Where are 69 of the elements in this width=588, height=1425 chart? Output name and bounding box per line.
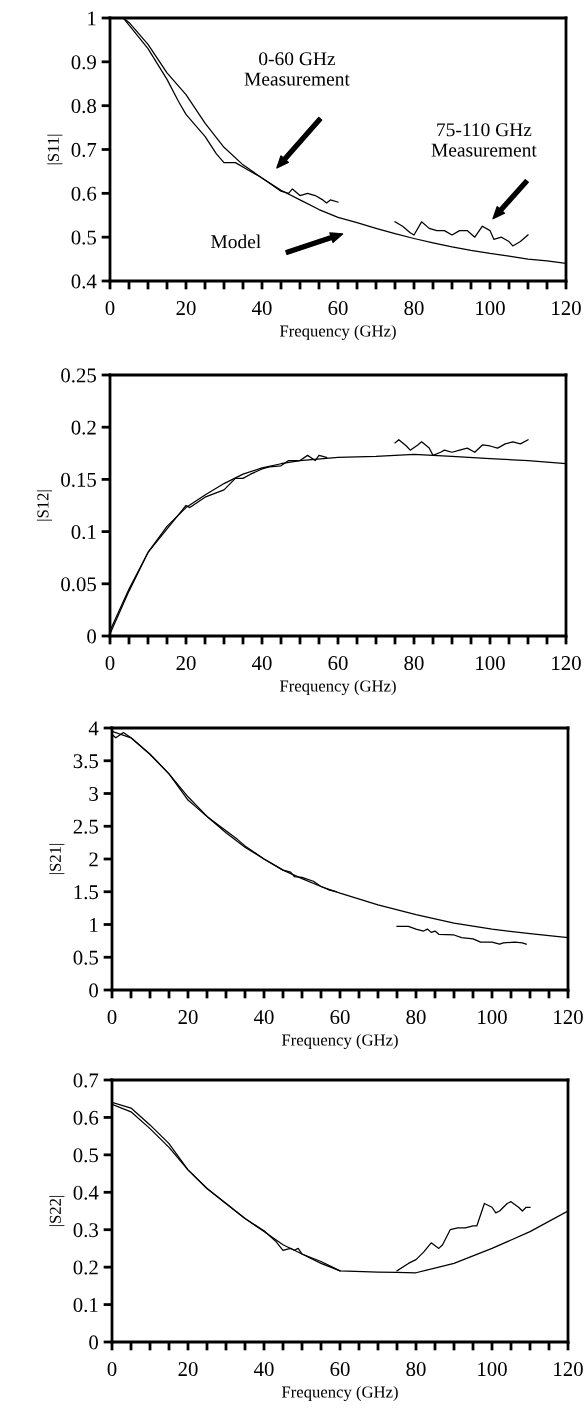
y-tick-label: 0.4: [73, 1185, 99, 1200]
x-tick-label: 20: [178, 1010, 198, 1025]
y-tick-label: 0.2: [71, 420, 96, 435]
y-tick-label: 3.5: [73, 754, 98, 769]
annotation: 75-110 GHz Measurement: [431, 123, 537, 157]
x-tick-label: 40: [251, 656, 272, 671]
y-tick-label: 1: [90, 917, 98, 932]
y-tick-label: 2.5: [73, 819, 98, 834]
y-tick-label: 1.5: [74, 885, 98, 900]
x-tick-label: 40: [253, 1010, 274, 1025]
x-tick-label: 0: [105, 301, 115, 316]
y-tick-label: 0.7: [73, 1073, 99, 1088]
x-tick-label: 40: [253, 1362, 274, 1377]
y-tick-label: 0.2: [73, 1260, 98, 1275]
x-axis-title: Frequency (GHz): [281, 1033, 398, 1050]
y-tick-label: 0.15: [61, 472, 96, 487]
y-tick-label: 0.4: [71, 274, 97, 289]
y-tick-label: 0.6: [71, 186, 97, 201]
x-axis-title: Frequency (GHz): [279, 679, 396, 696]
y-tick-label: 0.6: [73, 1110, 99, 1125]
y-tick-label: 0.5: [73, 950, 98, 965]
x-tick-label: 20: [176, 656, 196, 671]
x-tick-label: 100: [476, 656, 505, 671]
y-tick-label: 0.25: [61, 368, 96, 383]
x-tick-label: 0: [107, 1010, 117, 1025]
x-tick-label: 120: [554, 1362, 583, 1377]
y-tick-label: 1: [88, 11, 96, 26]
y-tick-label: 3: [89, 786, 98, 801]
x-tick-label: 40: [251, 301, 272, 316]
y-axis-title: |S22|: [49, 1195, 65, 1227]
y-tick-label: 0.8: [71, 99, 97, 114]
y-axis-title: |S21|: [49, 843, 65, 875]
x-tick-label: 20: [178, 1362, 198, 1377]
y-tick-label: 0.7: [71, 142, 97, 158]
x-tick-label: 60: [330, 1010, 350, 1025]
y-axis-title: |S12|: [36, 490, 53, 521]
y-tick-label: 0: [89, 983, 99, 998]
x-tick-label: 20: [176, 301, 196, 316]
y-tick-label: 0: [89, 1335, 99, 1350]
y-tick-label: 0.05: [61, 577, 96, 592]
y-tick-label: 0.1: [73, 1297, 98, 1313]
x-tick-label: 0: [105, 656, 115, 671]
annotation: 0-60 GHz Measurement: [244, 52, 350, 86]
y-tick-label: 0.1: [71, 524, 96, 540]
annotation: Model: [211, 234, 261, 249]
x-tick-label: 60: [328, 656, 348, 671]
y-tick-label: 0.9: [71, 55, 96, 70]
y-tick-label: 0.5: [73, 1148, 98, 1163]
x-axis-title: Frequency (GHz): [281, 1385, 398, 1402]
x-tick-label: 80: [404, 301, 424, 316]
x-axis-title: Frequency (GHz): [279, 324, 396, 341]
x-tick-label: 100: [478, 1362, 507, 1377]
x-tick-label: 80: [406, 1362, 426, 1377]
x-tick-label: 120: [554, 1010, 583, 1025]
x-tick-label: 100: [476, 301, 505, 316]
x-tick-label: 80: [406, 1010, 426, 1025]
y-tick-label: 4: [88, 721, 99, 736]
x-tick-label: 0: [107, 1362, 117, 1377]
x-tick-label: 100: [478, 1010, 507, 1025]
y-tick-label: 0.5: [71, 230, 96, 245]
x-tick-label: 120: [552, 656, 581, 671]
y-tick-label: 2: [89, 852, 98, 867]
y-axis-title: |S11|: [47, 134, 63, 165]
x-tick-label: 120: [552, 301, 581, 316]
x-tick-label: 60: [328, 301, 348, 316]
x-tick-label: 80: [404, 656, 424, 671]
x-tick-label: 60: [330, 1362, 350, 1377]
y-tick-label: 0.3: [73, 1223, 98, 1238]
y-tick-label: 0: [87, 629, 97, 644]
